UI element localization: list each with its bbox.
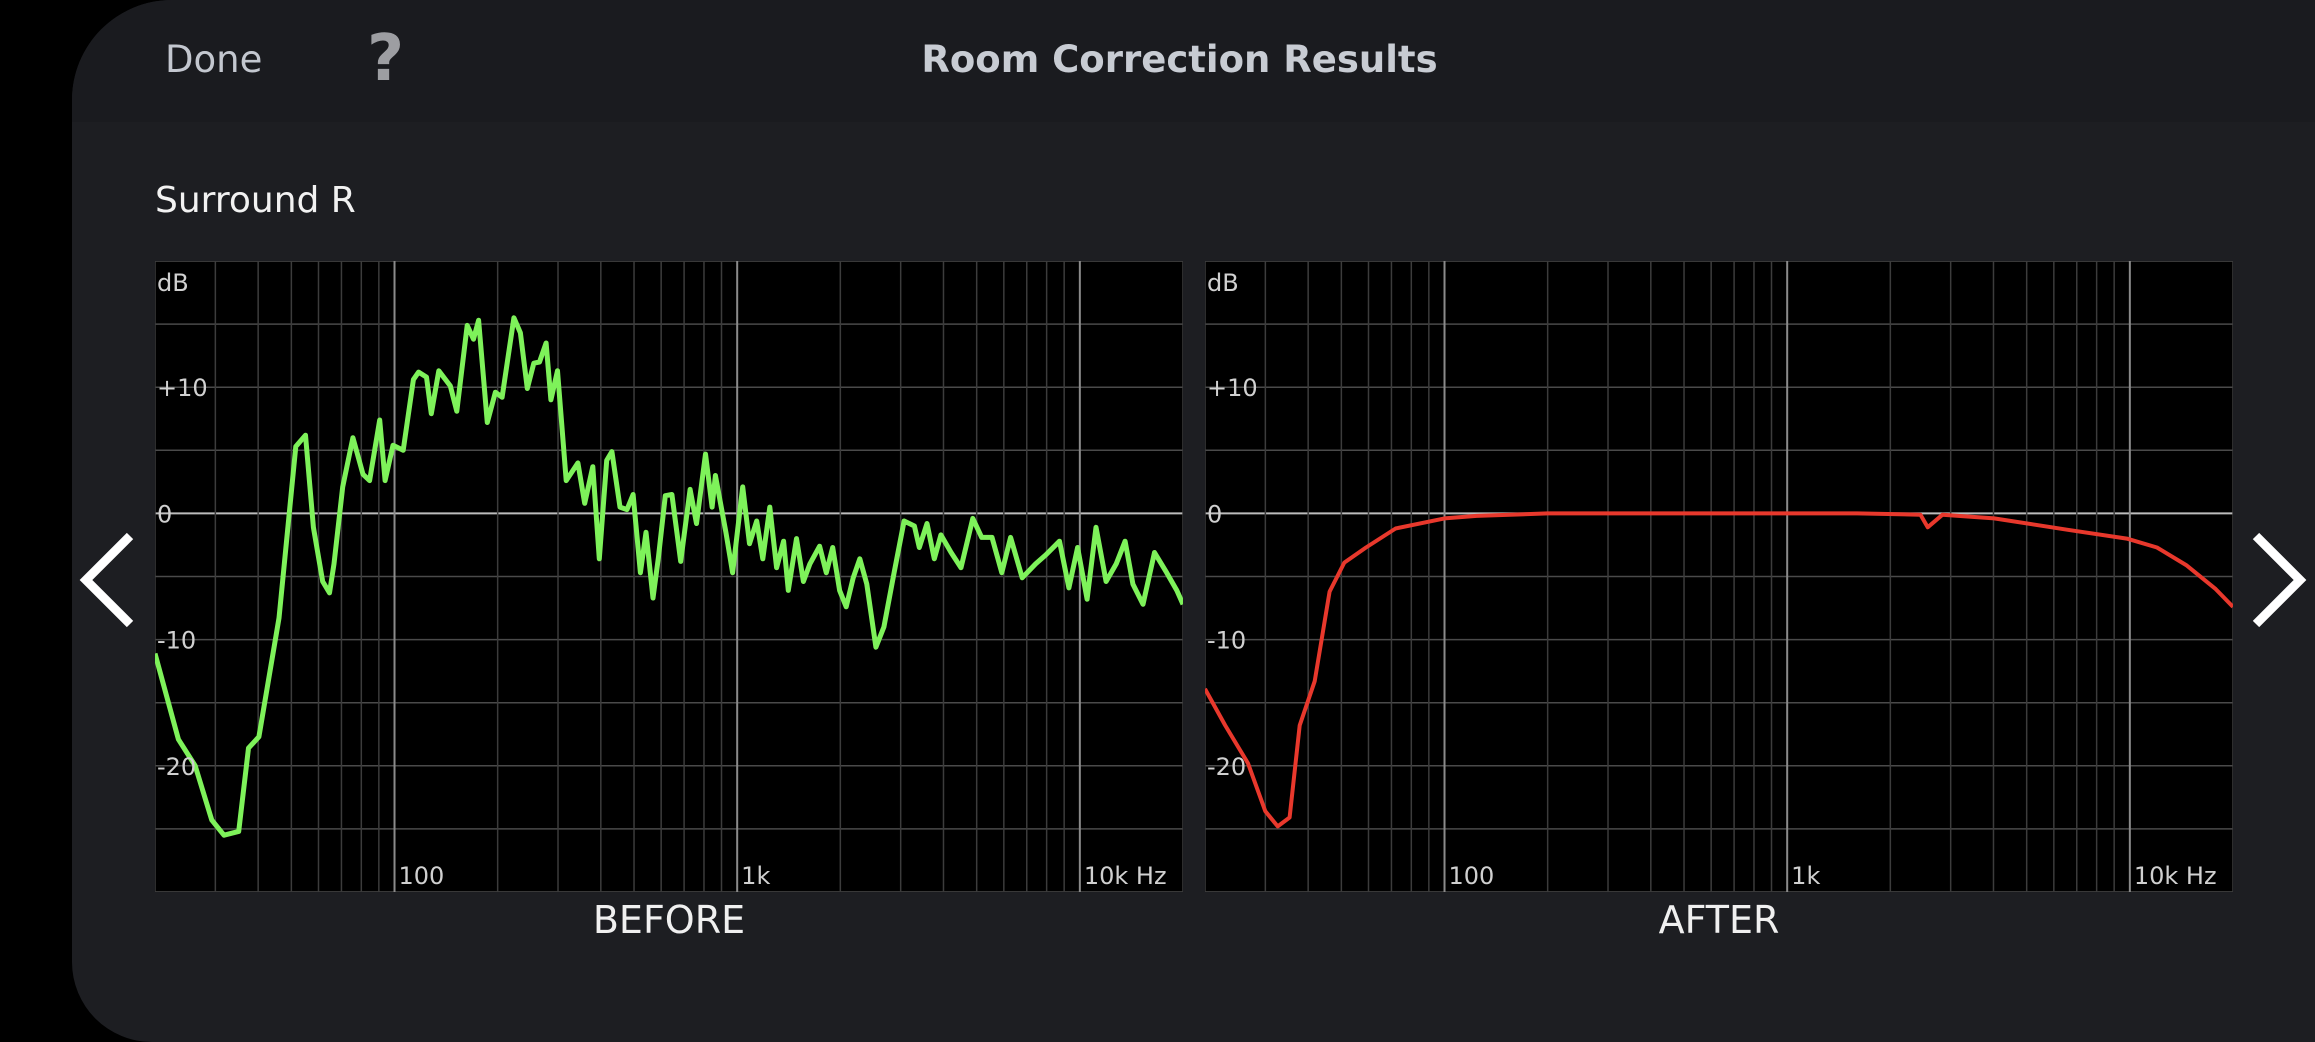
y-tick-label: -10	[1207, 627, 1246, 655]
y-axis-label: dB	[157, 269, 189, 297]
after-chart: dB +10 0 -10 -20 100 1k 10k Hz	[1205, 261, 2233, 892]
before-label: BEFORE	[592, 898, 746, 942]
x-tick-label: 100	[399, 862, 445, 890]
y-tick-label: -20	[1207, 753, 1246, 781]
page-title: Room Correction Results	[921, 38, 1438, 81]
chart-plot: dB +10 0 -10 -20 100 1k 10k Hz	[1205, 261, 2233, 892]
x-tick-label: 100	[1449, 862, 1495, 890]
chart-plot: dB +10 0 -10 -20 100 1k 10k Hz	[155, 261, 1183, 892]
y-axis-label: dB	[1207, 269, 1239, 297]
x-tick-label: 1k	[1791, 862, 1820, 890]
chevron-right-icon[interactable]	[2248, 530, 2308, 630]
y-tick-label: +10	[1207, 374, 1258, 402]
after-label: AFTER	[1658, 898, 1780, 942]
response-curve	[155, 315, 1183, 838]
before-chart: dB +10 0 -10 -20 100 1k 10k Hz	[155, 261, 1183, 892]
header-bar: Done ? Room Correction Results	[72, 0, 2315, 122]
y-tick-label: 0	[157, 500, 172, 528]
x-tick-label: 10k Hz	[2134, 862, 2217, 890]
response-curve	[1205, 511, 2233, 829]
speaker-name: Surround R	[155, 180, 356, 221]
help-question-icon[interactable]: ?	[367, 22, 405, 96]
chevron-left-icon[interactable]	[78, 530, 138, 630]
y-tick-label: 0	[1207, 500, 1222, 528]
x-tick-label: 10k Hz	[1084, 862, 1167, 890]
y-tick-label: +10	[157, 374, 208, 402]
x-tick-label: 1k	[741, 862, 770, 890]
done-button[interactable]: Done	[165, 38, 263, 81]
y-tick-label: -20	[157, 753, 196, 781]
y-tick-label: -10	[157, 627, 196, 655]
